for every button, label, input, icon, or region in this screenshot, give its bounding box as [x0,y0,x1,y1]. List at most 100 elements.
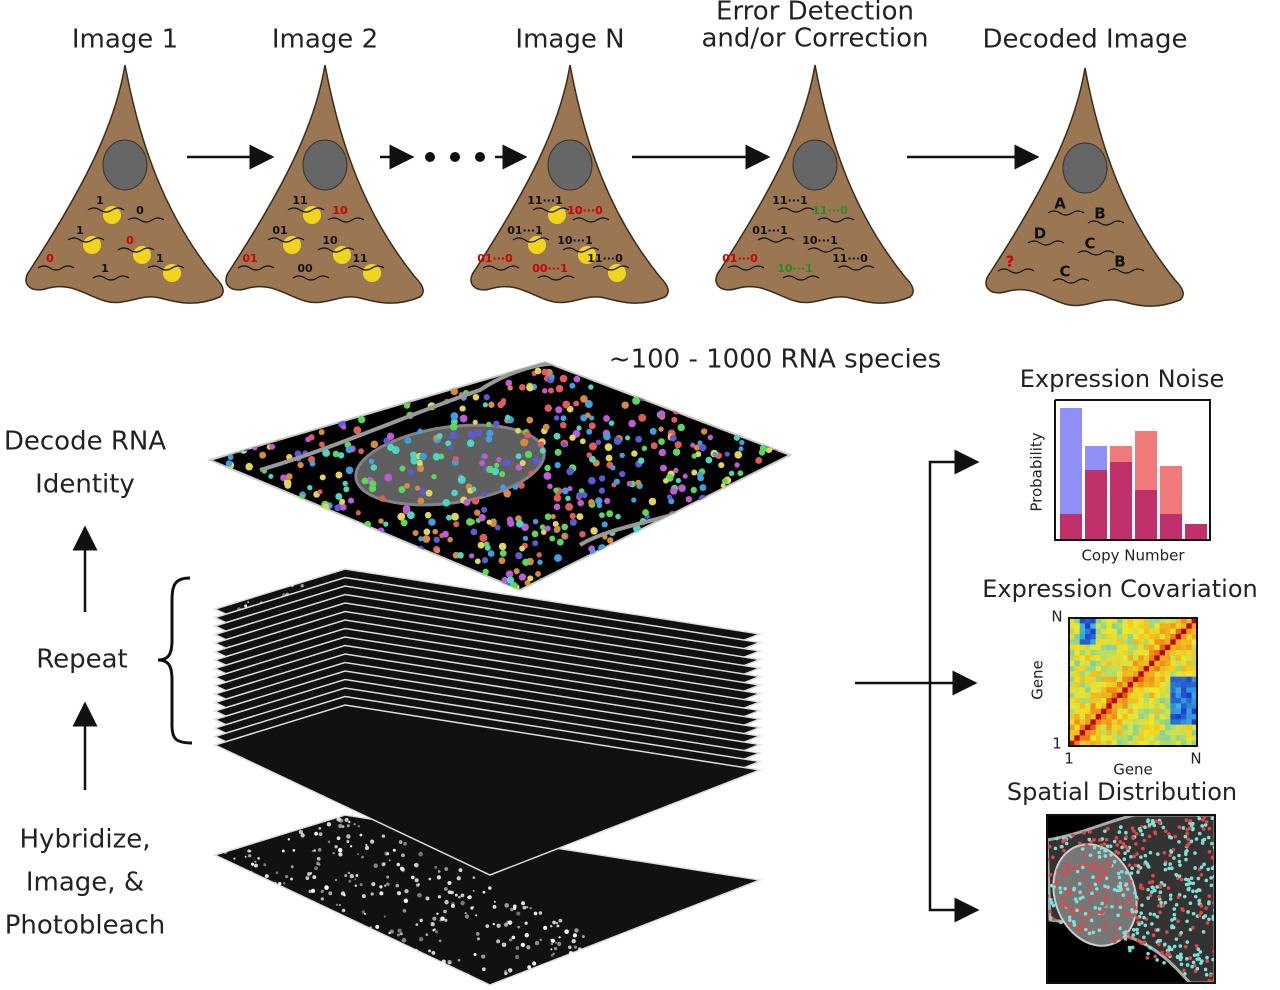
heat-cell [1106,660,1112,667]
rna-dot [1051,855,1055,860]
rna-dot [588,563,597,572]
heat-cell [1175,730,1182,736]
heat-cell [1170,666,1176,672]
rna-dot [604,497,611,505]
rna-dot [1133,913,1137,917]
code-label: 11···0 [832,252,868,265]
rna-dot [1135,927,1139,932]
rna-dot [243,497,249,503]
rna-dot [1091,875,1095,880]
heat-cell [1085,735,1091,741]
heat-cell [1090,628,1096,635]
rna-dot [699,509,706,516]
rna-dot [309,460,316,467]
rna-dot [1207,917,1211,922]
rna-dot [1074,899,1079,904]
rna-dot [230,487,237,495]
heat-cell [1191,628,1198,635]
rna-dot [1179,962,1184,967]
heat-cell [1106,735,1112,741]
spot [300,584,304,588]
heat-cell [1085,655,1091,661]
rna-dot [1120,845,1124,850]
heat-cell [1111,676,1118,683]
rna-dot [783,525,790,534]
rna-dot [745,525,753,532]
rna-dot [1109,853,1113,857]
rna-dot [765,575,772,582]
heat-cell [1127,655,1134,661]
rna-dot [1163,942,1167,947]
heat-cell [1170,660,1176,667]
spot [515,954,520,960]
rna-dot [1100,865,1105,870]
rna-dot [763,484,770,491]
heat-cell [1106,692,1112,699]
heat-cell [1143,634,1150,640]
rna-dot [262,385,269,392]
spot [381,834,386,838]
heat-cell [1191,724,1198,731]
heat-cell [1122,719,1128,725]
rna-dot [1185,828,1190,832]
rna-dot [556,538,564,546]
heat-cell [1106,666,1112,672]
rna-dot [613,436,622,445]
rna-dot [416,459,423,466]
spot [454,893,458,897]
rna-dot [404,482,410,489]
rna-dot [668,498,675,505]
rna-dot [472,393,480,401]
heat-cell [1138,660,1144,667]
heat-cell [1095,708,1102,715]
rna-dot [323,362,332,369]
rna-dot [1142,935,1146,940]
rna-dot [274,382,281,388]
rna-dot [432,528,439,535]
rna-dot [1134,909,1139,914]
rna-dot [335,471,343,479]
rna-dot [1152,912,1157,917]
heat-cell [1138,703,1144,709]
rna-dot [562,400,571,409]
rna-dot [1185,963,1190,967]
rna-dot [1136,870,1140,874]
rna-dot [393,373,399,379]
rna-dot [1113,898,1118,902]
rna-dot [625,435,631,441]
rna-dot [672,570,678,577]
rna-dot [637,457,645,465]
rna-dot [390,367,396,374]
nucleus [547,139,593,191]
heat-cell [1117,618,1123,624]
spot [548,206,566,224]
rna-dot [1191,889,1195,894]
heat-cell [1191,650,1198,656]
rna-dot [580,395,588,403]
heat-cell [1127,650,1134,656]
rna-dot [487,550,495,557]
rna-dot [733,434,740,441]
rna-dot [1185,956,1189,961]
spot [564,929,569,934]
rna-dot [289,565,297,573]
heat-cell [1175,724,1182,731]
rna-dot [484,544,491,551]
spot [419,918,423,923]
heat-cell [1117,687,1123,693]
rna-dot [1122,857,1127,862]
rna-dot [1100,875,1104,879]
heat-cell [1111,682,1118,688]
heat-cell [1186,698,1192,704]
rna-dot [1174,903,1179,907]
heat-cell [1175,639,1182,645]
rna-dot [210,535,217,544]
heat-cell [1085,687,1091,693]
heat-cell [1191,682,1198,688]
heat-cell [1159,719,1166,725]
rna-dot [661,553,668,560]
heat-cell [1127,730,1134,736]
rna-dot [246,552,254,560]
rna-dot [1179,952,1183,957]
spot [572,933,578,938]
